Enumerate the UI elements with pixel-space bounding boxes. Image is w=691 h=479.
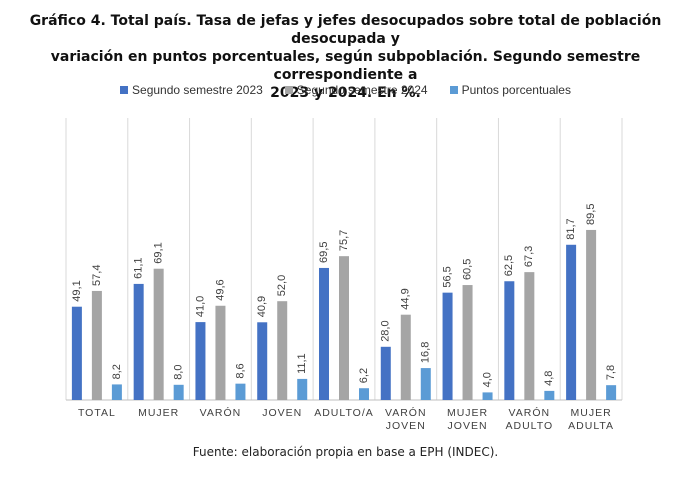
- category-label: ADULTO: [506, 420, 554, 432]
- bar: [153, 268, 164, 400]
- data-label: 4,0: [481, 372, 493, 387]
- legend-item-2023: Segundo semestre 2023: [120, 83, 263, 97]
- bar: [380, 346, 391, 400]
- title-line-2: variación en puntos porcentuales, según …: [50, 49, 641, 83]
- data-label: 6,2: [358, 368, 370, 383]
- category-label: JOVEN: [262, 407, 302, 419]
- data-label: 89,5: [585, 204, 597, 225]
- bar: [133, 283, 144, 400]
- legend-swatch-2023: [120, 86, 129, 94]
- category-label: MUJER: [447, 407, 488, 419]
- category-label: TOTAL: [78, 407, 116, 419]
- category-label: VARÓN: [385, 406, 427, 419]
- bar: [319, 267, 329, 400]
- data-label: 8,0: [173, 365, 185, 380]
- category-label: MUJER: [138, 407, 179, 419]
- legend-label-pp: Puntos porcentuales: [461, 83, 571, 97]
- bar: [524, 272, 535, 400]
- bar: [400, 314, 411, 400]
- title-line-3: 2023 y 2024. En %.: [270, 85, 421, 101]
- data-label: 8,6: [234, 363, 246, 378]
- bar: [442, 292, 453, 400]
- bar: [297, 378, 308, 400]
- bar: [566, 244, 577, 400]
- data-label: 28,0: [380, 320, 392, 341]
- bar: [257, 322, 268, 400]
- legend-label-2024: Segundo semestre 2024: [296, 83, 428, 97]
- legend-label-2023: Segundo semestre 2023: [132, 83, 263, 97]
- data-label: 62,5: [503, 255, 515, 276]
- data-label: 49,6: [214, 279, 226, 300]
- data-label: 16,8: [420, 342, 432, 363]
- legend-item-pp: Puntos porcentuales: [449, 83, 571, 97]
- bar: [359, 388, 369, 400]
- data-label: 81,7: [565, 218, 577, 239]
- bar: [606, 385, 617, 400]
- data-label: 56,5: [441, 266, 453, 287]
- data-label: 60,5: [461, 259, 473, 280]
- bar: [71, 306, 82, 400]
- chart-title: Gráfico 4. Total país. Tasa de jefas y j…: [6, 12, 685, 102]
- bar: [277, 301, 288, 400]
- bar: [482, 392, 493, 400]
- data-label: 44,9: [400, 288, 412, 309]
- bar: [111, 384, 122, 400]
- category-label: JOVEN: [386, 420, 426, 432]
- data-label: 75,7: [338, 230, 350, 251]
- legend-swatch-pp: [449, 86, 458, 94]
- data-label: 49,1: [71, 280, 83, 301]
- data-label: 4,8: [543, 371, 555, 386]
- bar: [235, 383, 246, 400]
- bar: [420, 368, 431, 400]
- data-label: 57,4: [91, 265, 103, 286]
- bar: [173, 384, 184, 400]
- category-label: VARÓN: [200, 406, 242, 419]
- bar: [504, 281, 515, 400]
- source-note: Fuente: elaboración propia en base a EPH…: [192, 445, 499, 459]
- bar: [91, 290, 102, 400]
- data-label: 69,1: [153, 242, 165, 263]
- data-label: 67,3: [523, 246, 535, 267]
- category-label: VARÓN: [509, 406, 551, 419]
- category-label: ADULTA: [568, 420, 614, 432]
- bar: [462, 285, 473, 400]
- bar: [195, 322, 206, 400]
- title-line-1: Gráfico 4. Total país. Tasa de jefas y j…: [29, 13, 662, 47]
- bar: [215, 305, 226, 400]
- legend-swatch-2024: [284, 86, 293, 94]
- bar-chart: 49,1 57,4 8,2 TOTAL 61,1 69,1 8,0 MUJER 41,0 49,6…: [65, 118, 623, 432]
- chart-legend: Segundo semestre 2023 Segundo semestre 2…: [0, 82, 691, 98]
- data-label: 61,1: [133, 257, 145, 278]
- category-label: JOVEN: [448, 420, 488, 432]
- bar: [544, 390, 555, 400]
- category-label: MUJER: [571, 407, 612, 419]
- data-label: 8,2: [111, 364, 123, 379]
- data-label: 7,8: [605, 365, 617, 380]
- data-label: 40,9: [256, 296, 268, 317]
- bar: [339, 256, 349, 400]
- data-label: 52,0: [276, 275, 288, 296]
- bar: [586, 229, 597, 400]
- data-label: 11,1: [296, 353, 308, 374]
- legend-item-2024: Segundo semestre 2024: [284, 83, 428, 97]
- data-label: 69,5: [318, 242, 330, 263]
- category-label: ADULTO/A: [314, 407, 374, 419]
- data-label: 41,0: [194, 296, 206, 317]
